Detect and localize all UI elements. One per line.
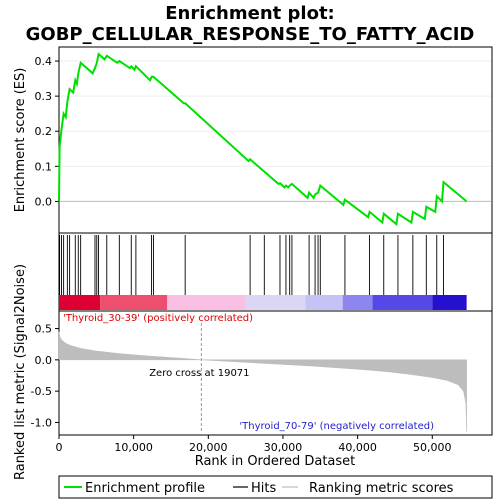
colorbar-segment (342, 295, 373, 310)
x-tick-label: 30,000 (264, 441, 303, 454)
es-tick-label: 0.3 (35, 90, 53, 103)
colorbar-segment (59, 295, 101, 310)
positive-correlation-label: 'Thyroid_30-39' (positively correlated) (63, 313, 253, 324)
chart-title-line1: Enrichment plot: (165, 3, 335, 24)
es-ylabel: Enrichment score (ES) (13, 68, 28, 213)
colorbar-segment (245, 295, 306, 310)
hits-panel (58, 232, 493, 312)
es-tick-label: 0.2 (35, 125, 53, 138)
metric-tick-label: 0.5 (35, 323, 53, 336)
colorbar-segment (432, 295, 467, 310)
colorbar-segment (167, 295, 246, 310)
chart-title-line2: GOBP_CELLULAR_RESPONSE_TO_FATTY_ACID (26, 24, 475, 45)
es-panel-frame (58, 46, 493, 234)
x-tick-label: 40,000 (338, 441, 377, 454)
metric-tick-label: -1.0 (31, 416, 52, 429)
metric-tick-label: -0.5 (31, 385, 52, 398)
legend-frame (58, 475, 493, 499)
legend-metric-label: Ranking metric scores (309, 481, 454, 496)
metric-tick-label: 0.0 (35, 354, 53, 367)
es-tick-label: 0.0 (35, 195, 53, 208)
metric-panel: 0.5 0.0 -0.5 -1.0 'Thyroid_30-39' (positive… (31, 310, 493, 436)
x-tick-label: 0 (56, 441, 63, 454)
colorbar-segment (372, 295, 433, 310)
colorbar-segment (305, 295, 343, 310)
es-tick-label: 0.4 (35, 55, 53, 68)
legend-hits-label: Hits (251, 481, 276, 496)
x-tick-label: 20,000 (189, 441, 228, 454)
enrichment-profile-line (58, 52, 468, 227)
zero-cross-label: Zero cross at 19071 (149, 368, 249, 379)
colorbar-segment (100, 295, 168, 310)
legend-es-label: Enrichment profile (85, 481, 205, 496)
x-axis-label: Rank in Ordered Dataset (195, 454, 356, 469)
ranking-metric-area (58, 331, 467, 432)
metric-ylabel: Ranked list metric (Signal2Noise) (13, 264, 28, 480)
negative-correlation-label: 'Thyroid_70-79' (negatively correlated) (239, 421, 434, 432)
es-panel: 0.0 0.1 0.2 0.3 0.4 (35, 46, 493, 234)
x-tick-label: 10,000 (114, 441, 153, 454)
es-tick-label: 0.1 (35, 160, 53, 173)
x-tick-label: 50,000 (413, 441, 452, 454)
legend: Enrichment profile Hits Ranking metric s… (58, 475, 493, 499)
